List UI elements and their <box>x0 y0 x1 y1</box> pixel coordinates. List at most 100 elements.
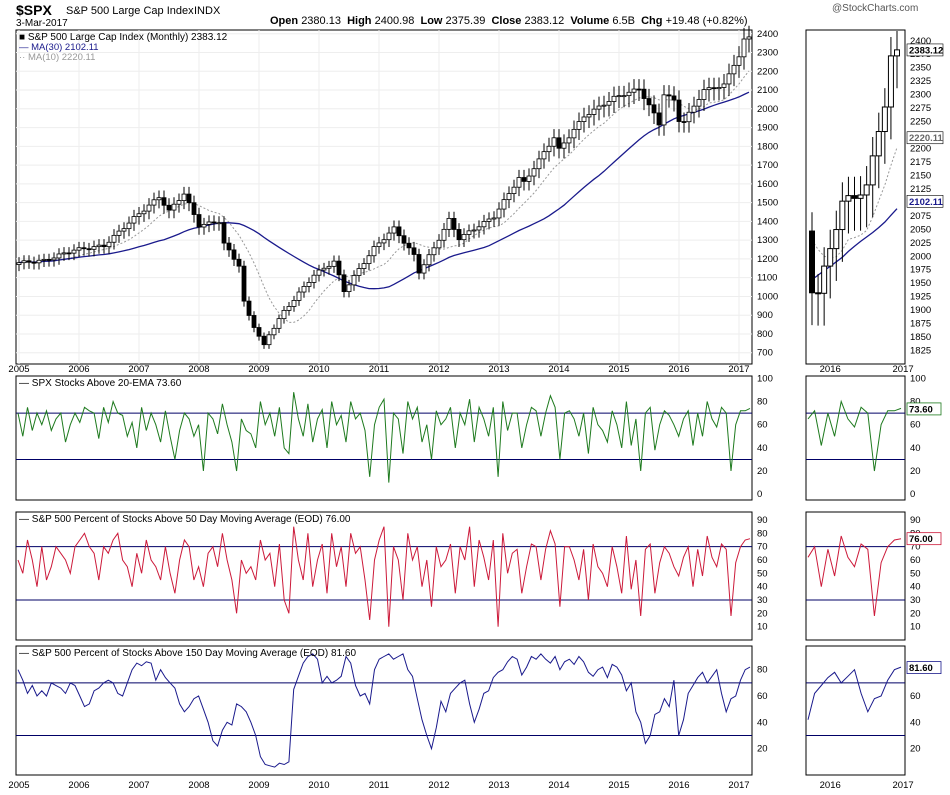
candle-body <box>226 242 232 251</box>
candle-body <box>641 88 647 99</box>
candle-body <box>546 145 552 153</box>
ind-zoom-tick-label: 20 <box>910 466 921 477</box>
candle-body <box>406 242 412 249</box>
ind-zoom-tick-label: 60 <box>910 691 921 702</box>
zoom-candle-body <box>887 55 894 108</box>
ind-title-2: — S&P 500 Percent of Stocks Above 50 Day… <box>19 514 351 525</box>
ind-tick-label: 80 <box>757 665 768 676</box>
candle-body <box>31 261 37 264</box>
candle-body <box>321 267 327 271</box>
ind-tick-label: 30 <box>757 595 768 606</box>
x-tick-label: 2006 <box>68 364 89 375</box>
ind-tick-label: 70 <box>757 542 768 553</box>
candle-body <box>131 216 137 224</box>
x-tick-label-bottom: 2017 <box>728 780 749 791</box>
x-tick-label: 2014 <box>548 364 569 375</box>
zoom-x-label: 2016 <box>820 364 841 375</box>
price-tick-label: 1500 <box>757 198 778 209</box>
ind-zoom-tick-label: 10 <box>910 622 921 633</box>
candle-body <box>596 105 602 110</box>
candle-body <box>266 334 272 346</box>
low-label: Low <box>420 15 443 27</box>
ind-tick-label: 60 <box>757 691 768 702</box>
ind-tick-label: 40 <box>757 582 768 593</box>
ohlc-strip: Open 2380.13 High 2400.98 Low 2375.39 Cl… <box>270 15 748 27</box>
candle-body <box>86 248 92 251</box>
candle-body <box>161 197 167 206</box>
candle-body <box>731 64 737 75</box>
candle-body <box>246 300 252 316</box>
ind-tick-label: 20 <box>757 466 768 477</box>
price-tick-label: 1900 <box>757 123 778 134</box>
zoom-tick-label: 2300 <box>910 90 931 101</box>
ind-tick-label: 60 <box>757 555 768 566</box>
candle-body <box>386 232 392 241</box>
ind-zoom-line-2 <box>807 535 902 617</box>
candle-body <box>686 111 692 123</box>
zoom-candle-body <box>894 49 900 57</box>
x-tick-label-bottom: 2006 <box>68 780 89 791</box>
candle-body <box>81 247 87 250</box>
candle-body <box>391 226 397 234</box>
candle-body <box>121 228 127 232</box>
candle-body <box>101 244 107 248</box>
panel-frame-2 <box>15 511 753 641</box>
ind-line-1 <box>17 392 751 483</box>
high-label: High <box>347 15 372 27</box>
candle-body <box>336 260 342 276</box>
candle-body <box>621 95 627 98</box>
candle-body <box>671 95 677 101</box>
candle-body <box>626 91 632 97</box>
x-tick-label-bottom: 2008 <box>188 780 209 791</box>
candle-body <box>576 121 582 130</box>
x-tick-label: 2011 <box>369 364 389 375</box>
ind-zoom-tick-label: 70 <box>910 542 921 553</box>
candle-body <box>396 226 402 237</box>
candle-body <box>721 83 727 88</box>
chg-label: Chg <box>641 15 663 27</box>
x-tick-label-bottom: 2011 <box>369 780 389 791</box>
zoom-candle-body <box>833 229 840 250</box>
zoom-candle-body <box>839 200 846 231</box>
zoom-tick-label: 1975 <box>910 265 931 276</box>
price-tick-label: 1400 <box>757 216 778 227</box>
candle-body <box>111 234 117 243</box>
x-tick-label-bottom: 2005 <box>8 780 29 791</box>
candle-body <box>696 99 702 107</box>
close-value: 2383.12 <box>524 15 565 27</box>
ind-tick-label: 40 <box>757 717 768 728</box>
ind-tick-label: 50 <box>757 568 768 579</box>
ma30-last-tag-bg <box>906 195 944 208</box>
candle-body <box>356 268 362 276</box>
x-tick-label: 2015 <box>608 364 629 375</box>
zoom-tick-label: 1925 <box>910 292 931 303</box>
zoom-frame-1 <box>805 375 906 501</box>
candle-body <box>61 252 67 255</box>
ind-zoom-tick-label: 20 <box>910 608 921 619</box>
candle-body <box>646 98 652 106</box>
zoom-candle-body <box>857 194 864 199</box>
zoom-tick-label: 2350 <box>910 63 931 74</box>
candle-body <box>236 258 242 267</box>
panel-frame-1 <box>15 375 753 501</box>
ind-last-tag-1: 73.60 <box>909 404 933 415</box>
candle-body <box>376 242 382 247</box>
ind-last-tag-bg-2 <box>906 532 942 546</box>
zoom-candle-body <box>815 292 822 295</box>
ind-tick-label: 20 <box>757 608 768 619</box>
x-tick-label-bottom: 2012 <box>428 780 449 791</box>
price-tick-label: 1600 <box>757 179 778 190</box>
price-tick-label: 2100 <box>757 85 778 96</box>
candle-body <box>656 112 662 126</box>
ind-zoom-line-3 <box>807 666 902 720</box>
zoom-ma10-line <box>811 147 898 259</box>
candle-body <box>26 260 32 263</box>
zoom-candle-body <box>851 195 858 199</box>
candle-body <box>706 87 712 91</box>
candle-body <box>401 235 407 244</box>
candle-body <box>371 246 377 257</box>
ma10-last-tag: 2220.11 <box>909 133 944 144</box>
candle-body <box>716 87 722 90</box>
candle-body <box>541 151 547 160</box>
